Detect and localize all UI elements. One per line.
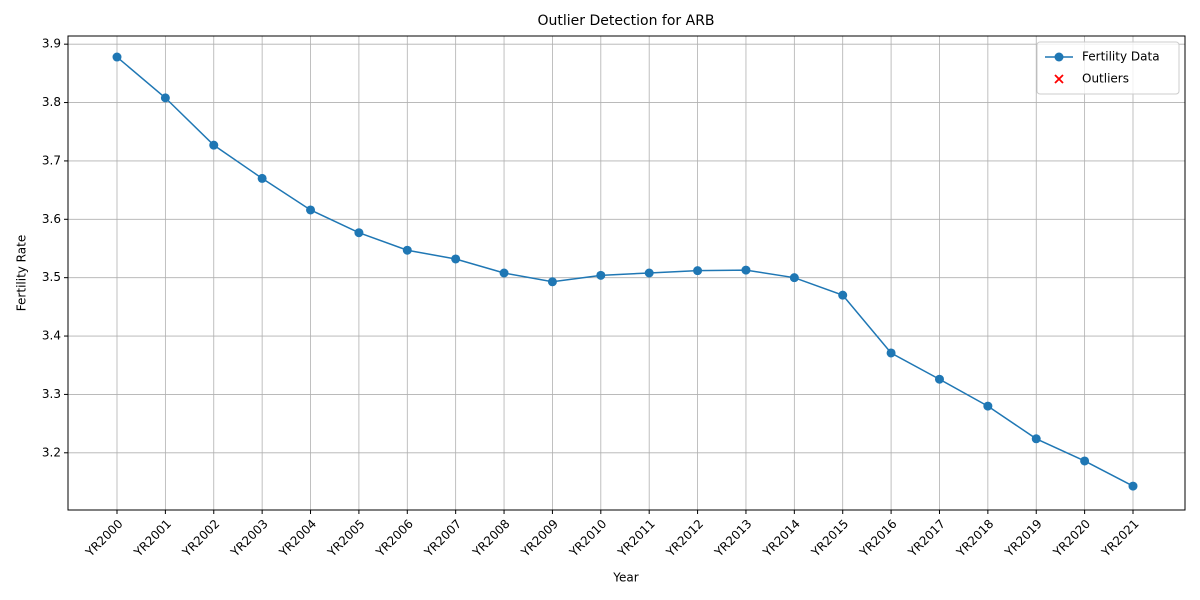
marker [741,265,751,275]
y-tick-label: 3.3 [42,387,61,401]
marker [451,254,461,264]
data-line [116,56,1134,487]
marker [934,374,944,384]
marker-x [1054,74,1064,84]
chart-title: Outlier Detection for ARB [537,13,714,29]
marker [547,277,557,287]
marker [257,173,267,183]
marker [1128,481,1138,491]
y-tick-label: 3.6 [42,212,61,226]
marker [886,348,896,358]
legend-label: Outliers [1082,72,1129,86]
marker [354,228,364,238]
legend-label: Fertility Data [1082,50,1160,64]
marker [983,401,993,411]
y-tick-label: 3.4 [42,329,61,343]
x-axis-label: Year [612,571,638,585]
marker [306,205,316,215]
marker [1031,434,1041,444]
marker [789,273,799,283]
marker [160,93,170,103]
marker [693,266,703,276]
y-tick-label: 3.8 [42,95,61,109]
y-tick-label: 3.5 [42,270,61,284]
marker [644,268,654,278]
y-axis-label: Fertility Rate [15,235,29,311]
marker [838,290,848,300]
marker [402,245,412,255]
plot-frame [67,35,1186,511]
legend-box [1036,41,1180,95]
y-tick-label: 3.2 [42,445,61,459]
marker [1080,456,1090,466]
y-tick-label: 3.9 [42,37,61,51]
marker [112,52,122,62]
marker [1054,52,1064,62]
marker [209,140,219,150]
marker [499,268,509,278]
marker [596,270,606,280]
marker [1054,74,1064,84]
y-tick-label: 3.7 [42,153,61,167]
